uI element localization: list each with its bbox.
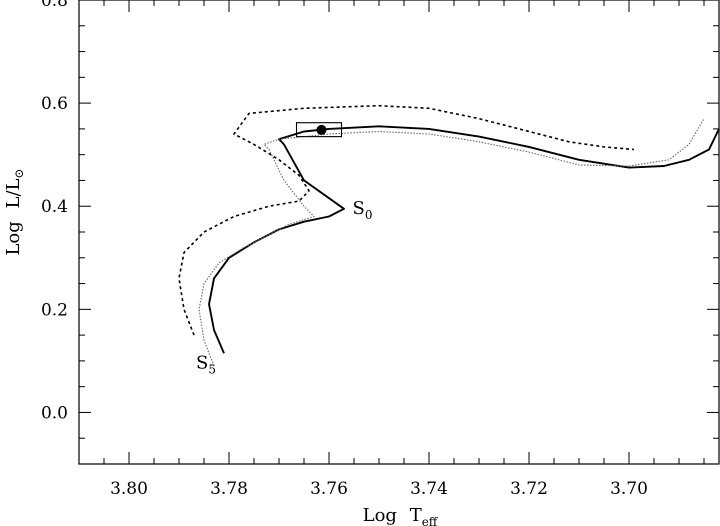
x-tick-label: 3.74 — [410, 479, 448, 499]
highlight-box — [295, 122, 343, 138]
x-axis-title-sub: eff — [422, 515, 439, 526]
y-axis-title-symbol2: L — [3, 178, 24, 190]
annotation-label: S — [196, 353, 208, 374]
x-axis-title: Log Teff — [363, 505, 439, 526]
x-tick-label: 3.72 — [510, 479, 548, 499]
annotation-sub: 5 — [208, 363, 216, 377]
x-tick-label: 3.70 — [610, 479, 648, 499]
annotation-sub: 0 — [365, 208, 373, 222]
axis-ticks: 3.80 3.78 3.76 3.74 3.72 3.70 0.0 0.2 0.4 0.6 0.8 — [41, 0, 719, 499]
y-tick-label: 0.2 — [41, 300, 68, 320]
x-tick-label: 3.76 — [310, 479, 348, 499]
series-line-2 — [208, 125, 720, 354]
y-tick-label: 0.4 — [41, 197, 68, 217]
y-tick-label: 0.0 — [41, 403, 68, 423]
x-axis-title-main: Log — [363, 505, 397, 526]
y-axis-title: Log L/L⊙ — [3, 168, 26, 255]
y-axis-title-sub: ⊙ — [12, 168, 26, 178]
y-tick-label: 0.6 — [41, 94, 68, 114]
annotation-s0: S0 — [353, 198, 373, 222]
series-group — [178, 104, 720, 367]
y-axis-title-sep: / — [3, 190, 24, 197]
annotation-label: S — [353, 198, 365, 219]
plot-frame — [78, 0, 720, 465]
y-axis-title-symbol1: L — [3, 197, 24, 209]
series-line-3 — [198, 118, 705, 367]
x-axis-title-symbol: T — [410, 505, 422, 526]
y-tick-label: 0.8 — [41, 0, 68, 11]
data-point — [316, 124, 327, 135]
series-line-1 — [178, 104, 635, 336]
x-tick-label: 3.78 — [210, 479, 248, 499]
annotation-s5: S5 — [196, 353, 216, 377]
y-axis-title-main: Log — [3, 221, 24, 255]
x-tick-label: 3.80 — [110, 479, 148, 499]
